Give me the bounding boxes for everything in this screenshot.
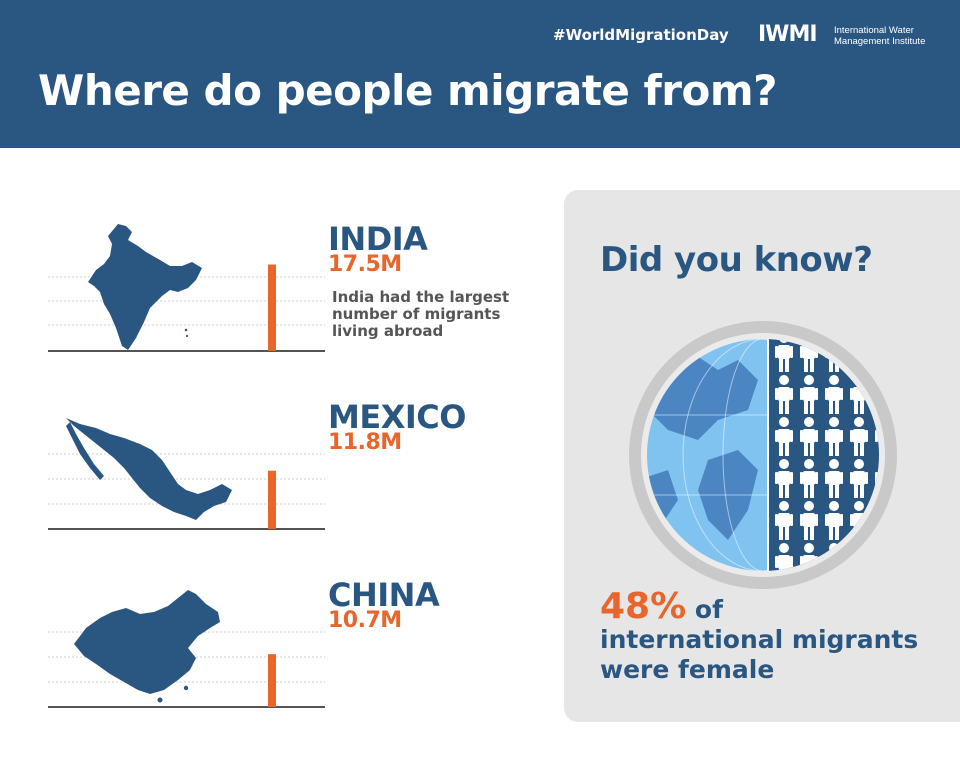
china-map-icon bbox=[74, 590, 220, 694]
did-you-know-title: Did you know? bbox=[600, 240, 873, 280]
fact-percent: 48% bbox=[600, 586, 687, 627]
country-value: 11.8M bbox=[328, 430, 402, 455]
did-you-know-panel: Did you know? bbox=[564, 190, 960, 722]
female-migrants-fact: 48% of international migrants were femal… bbox=[600, 589, 950, 685]
island-mark bbox=[185, 334, 189, 338]
bar-india bbox=[268, 264, 276, 351]
island-mark bbox=[157, 697, 163, 703]
country-name: MEXICO bbox=[328, 398, 466, 436]
country-value: 17.5M bbox=[328, 252, 402, 277]
mexico-chart bbox=[48, 418, 325, 530]
person-icon bbox=[875, 339, 879, 372]
bar-mexico bbox=[268, 470, 276, 529]
country-row-mexico: MEXICO 11.8M bbox=[0, 378, 540, 538]
logo-text: International Water Management Institute bbox=[834, 25, 926, 47]
country-value: 10.7M bbox=[328, 608, 402, 633]
header-banner: #WorldMigrationDay IWMI International Wa… bbox=[0, 0, 960, 148]
page-title: Where do people migrate from? bbox=[38, 66, 777, 115]
globe-people-illustration bbox=[629, 321, 897, 589]
country-name: INDIA bbox=[328, 220, 428, 258]
india-chart bbox=[48, 224, 325, 352]
india-note: India had the largest number of migrants… bbox=[332, 288, 510, 340]
island-mark bbox=[184, 328, 188, 332]
baja-peninsula bbox=[66, 422, 104, 480]
fact-text: international migrants were female bbox=[600, 625, 919, 684]
bar-china bbox=[268, 654, 276, 707]
island-mark bbox=[183, 685, 189, 691]
person-icon bbox=[875, 543, 879, 571]
india-map-icon bbox=[88, 224, 202, 350]
country-row-india: INDIA 17.5M India had the largest number… bbox=[0, 200, 540, 360]
logo-mark: IWMI bbox=[758, 22, 818, 47]
china-chart bbox=[48, 590, 325, 708]
country-name: CHINA bbox=[328, 576, 440, 614]
country-row-china: CHINA 10.7M bbox=[0, 556, 540, 716]
hashtag[interactable]: #WorldMigrationDay bbox=[553, 26, 729, 44]
mexico-map-icon bbox=[66, 418, 232, 520]
iwmi-logo[interactable]: IWMI International Water Management Inst… bbox=[758, 22, 948, 54]
fact-of: of bbox=[694, 595, 723, 624]
